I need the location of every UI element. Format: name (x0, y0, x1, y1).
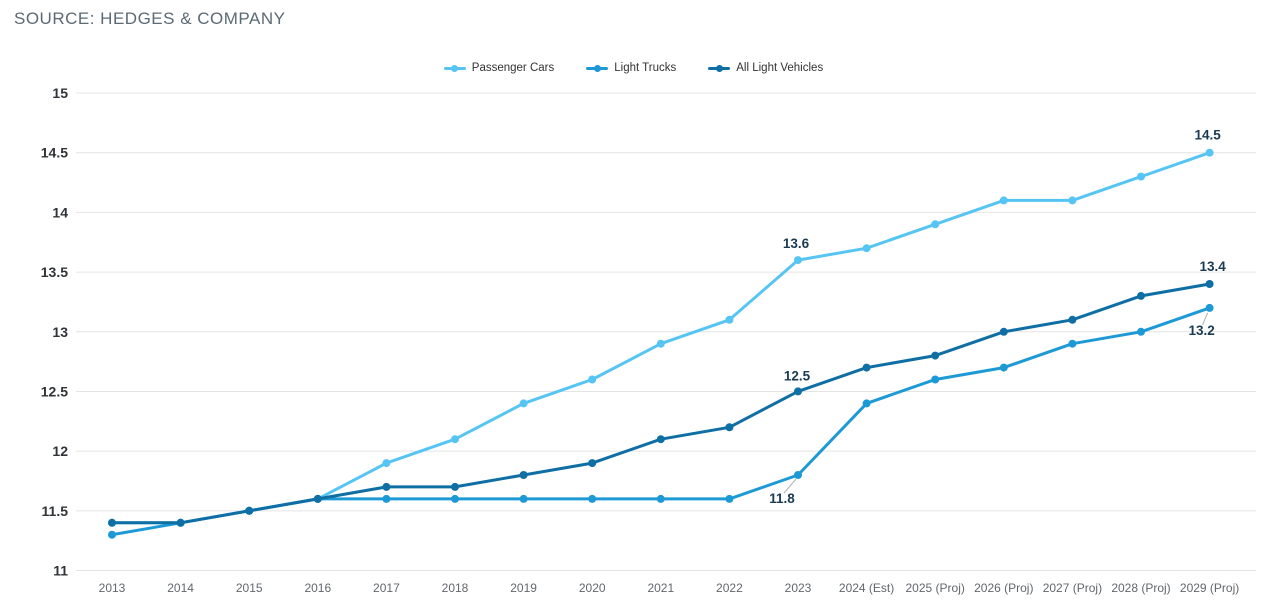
x-tick-label: 2029 (Proj) (1180, 581, 1239, 595)
data-label: 13.4 (1199, 259, 1226, 274)
data-point-all-light-vehicles (999, 327, 1008, 336)
data-point-all-light-vehicles (1068, 315, 1077, 324)
legend-item-passenger-cars[interactable]: Passenger Cars (443, 62, 555, 74)
data-point-all-light-vehicles (1205, 280, 1214, 288)
data-point-light-trucks (999, 363, 1008, 372)
data-point-light-trucks (725, 494, 734, 503)
data-point-light-trucks (862, 399, 871, 408)
x-tick-label: 2026 (Proj) (974, 581, 1033, 595)
data-point-passenger-cars (656, 339, 665, 348)
data-point-light-trucks (794, 471, 802, 479)
x-tick-label: 2016 (304, 581, 331, 595)
data-point-light-trucks (1068, 339, 1077, 348)
data-point-passenger-cars (588, 375, 597, 384)
data-point-all-light-vehicles (588, 459, 597, 468)
annotation-leader-line (1202, 312, 1209, 326)
data-label: 13.2 (1188, 323, 1214, 338)
data-point-all-light-vehicles (382, 482, 391, 491)
legend-label: Passenger Cars (471, 62, 555, 74)
x-tick-label: 2027 (Proj) (1043, 581, 1102, 595)
data-point-all-light-vehicles (794, 387, 802, 396)
data-point-all-light-vehicles (451, 482, 459, 491)
legend-label: All Light Vehicles (736, 62, 824, 74)
data-point-light-trucks (931, 375, 940, 384)
y-tick-label: 15 (52, 85, 68, 101)
data-point-all-light-vehicles (725, 423, 734, 432)
data-point-passenger-cars (725, 315, 734, 324)
legend-marker-icon (586, 64, 609, 72)
data-point-passenger-cars (999, 196, 1008, 205)
data-point-all-light-vehicles (656, 435, 665, 444)
annotation-leader-line (783, 478, 797, 494)
legend: Passenger Cars Light Trucks All Light Vehi… (0, 62, 1267, 74)
data-point-light-trucks (108, 530, 116, 539)
data-point-passenger-cars (862, 244, 871, 253)
data-point-all-light-vehicles (176, 518, 185, 527)
x-tick-label: 2024 (Est) (839, 581, 894, 595)
x-tick-label: 2018 (442, 581, 469, 595)
data-point-light-trucks (1205, 303, 1214, 312)
data-point-all-light-vehicles (1137, 291, 1145, 300)
data-point-light-trucks (451, 494, 459, 503)
y-tick-label: 13 (52, 324, 68, 340)
legend-item-all-light-vehicles[interactable]: All Light Vehicles (708, 62, 823, 74)
data-point-all-light-vehicles (931, 351, 940, 360)
legend-marker-icon (443, 64, 466, 72)
x-tick-label: 2022 (716, 581, 743, 595)
legend-item-light-trucks[interactable]: Light Trucks (586, 62, 676, 74)
data-point-light-trucks (1137, 327, 1145, 336)
data-point-light-trucks (519, 494, 528, 503)
data-point-all-light-vehicles (245, 506, 254, 515)
data-point-passenger-cars (794, 256, 802, 265)
data-point-passenger-cars (1068, 196, 1077, 205)
series-line-passenger-cars (110, 151, 1212, 525)
legend-marker-icon (708, 64, 731, 72)
legend-label: Light Trucks (614, 62, 677, 74)
x-tick-label: 2028 (Proj) (1111, 581, 1170, 595)
data-point-all-light-vehicles (519, 471, 528, 479)
y-tick-label: 14 (52, 204, 68, 220)
data-point-light-trucks (656, 494, 665, 503)
data-label: 11.8 (769, 491, 795, 506)
data-label: 14.5 (1194, 128, 1221, 143)
y-tick-label: 11 (53, 563, 68, 579)
x-tick-label: 2019 (510, 581, 537, 595)
x-tick-label: 2015 (236, 581, 263, 595)
x-tick-label: 2014 (167, 581, 194, 595)
data-point-passenger-cars (931, 220, 940, 229)
y-tick-label: 12 (52, 443, 68, 459)
data-point-passenger-cars (382, 459, 391, 468)
x-tick-label: 2023 (785, 581, 812, 595)
data-point-all-light-vehicles (862, 363, 871, 372)
data-label: 13.6 (783, 236, 810, 251)
x-tick-label: 2013 (99, 581, 126, 595)
x-tick-label: 2017 (373, 581, 400, 595)
y-tick-label: 11.5 (42, 503, 69, 519)
series-line-all-light-vehicles (110, 282, 1212, 525)
y-tick-label: 14.5 (41, 145, 68, 161)
x-tick-label: 2025 (Proj) (906, 581, 965, 595)
data-point-passenger-cars (451, 435, 459, 444)
data-label: 12.5 (784, 368, 811, 383)
y-tick-label: 13.5 (41, 264, 68, 280)
data-point-all-light-vehicles (108, 518, 116, 527)
data-point-light-trucks (382, 494, 391, 503)
x-tick-label: 2020 (579, 581, 606, 595)
source-label: SOURCE: HEDGES & COMPANY (14, 9, 286, 28)
data-point-light-trucks (588, 494, 597, 503)
data-point-all-light-vehicles (313, 494, 322, 503)
data-point-passenger-cars (519, 399, 528, 408)
data-point-passenger-cars (1137, 172, 1145, 181)
y-tick-label: 12.5 (41, 383, 68, 399)
data-point-passenger-cars (1205, 148, 1214, 157)
x-tick-label: 2021 (647, 581, 674, 595)
